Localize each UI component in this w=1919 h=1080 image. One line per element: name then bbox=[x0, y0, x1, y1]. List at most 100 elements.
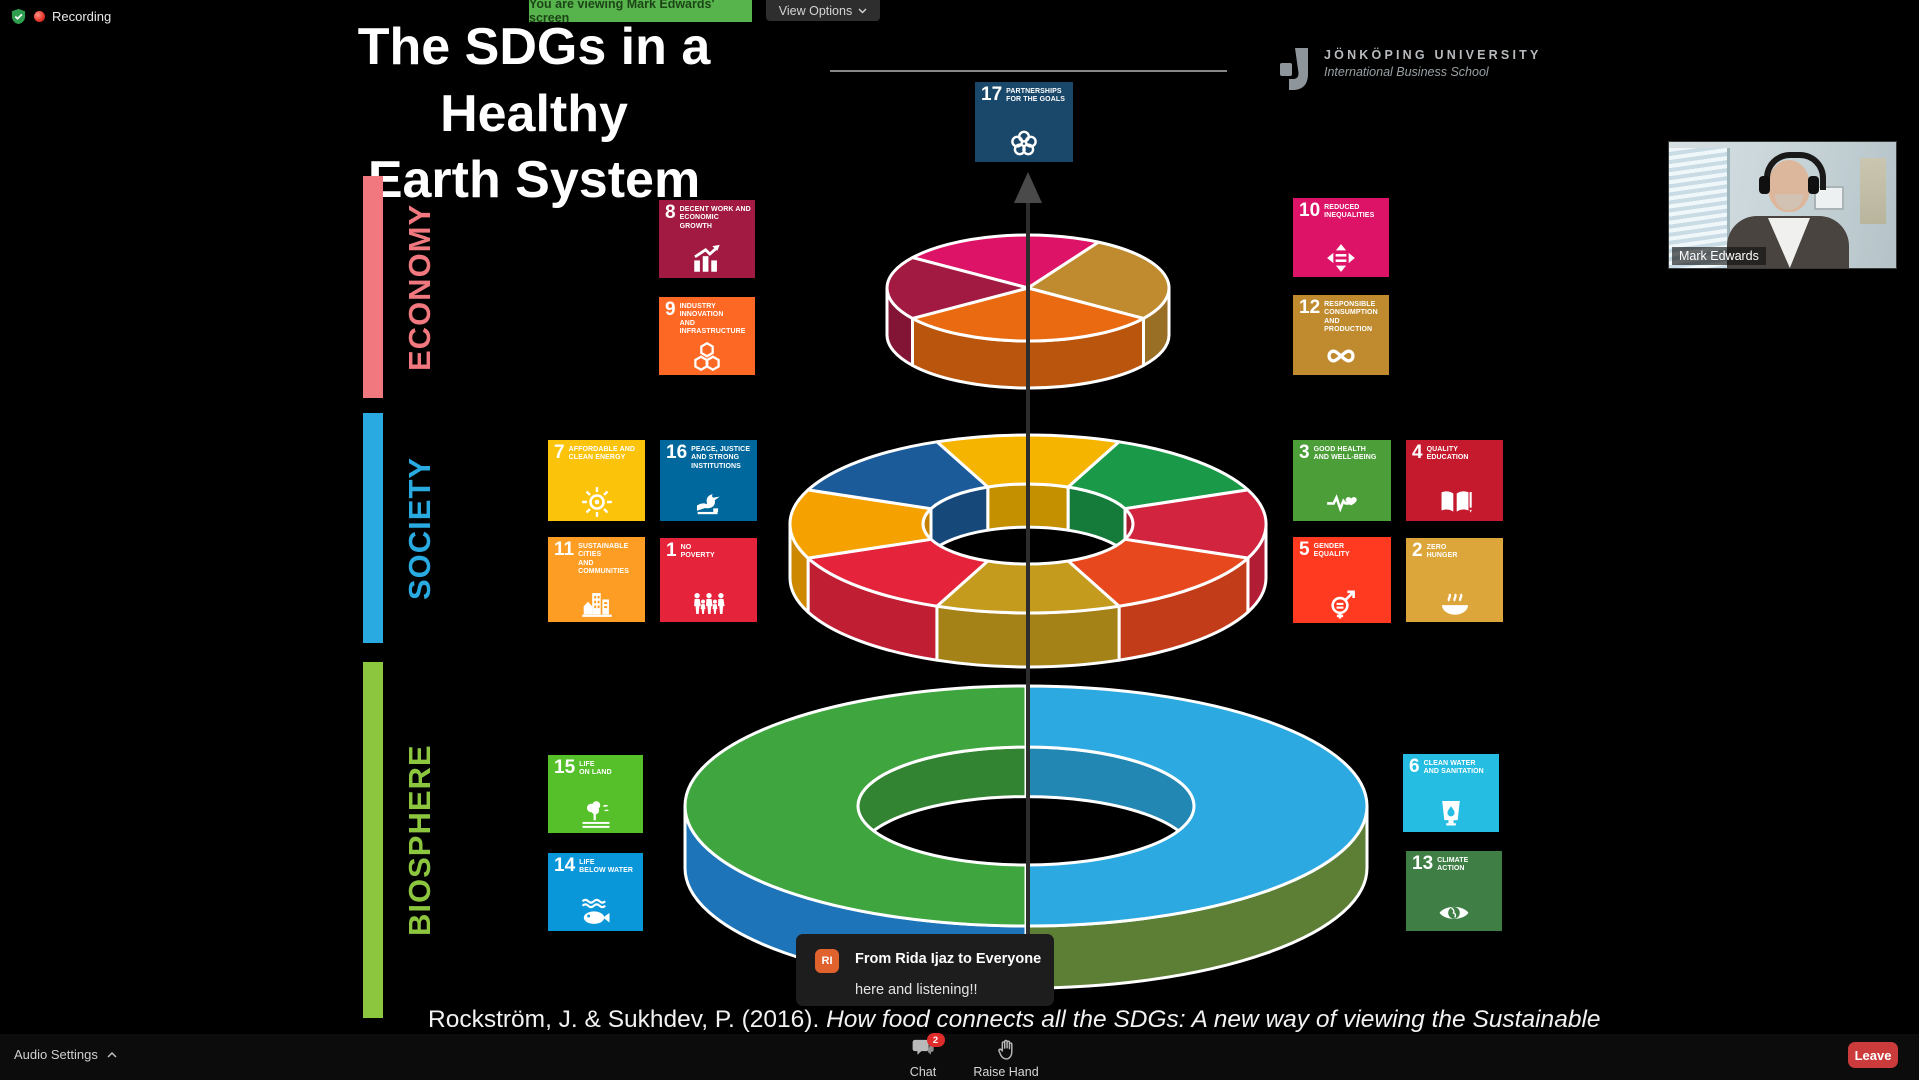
sdg-tile-12: 12 RESPONSIBLE CONSUMPTION AND PRODUCTION bbox=[1293, 295, 1389, 375]
biosphere-top-green bbox=[683, 684, 1028, 928]
slide-title-line1: The SDGs in a Healthy bbox=[357, 18, 711, 143]
city-icon bbox=[548, 586, 645, 620]
society-inner-wall-blue bbox=[929, 485, 990, 554]
biosphere-inner-wall-green bbox=[856, 745, 1028, 858]
participant-video-thumbnail[interactable]: Mark Edwards bbox=[1668, 141, 1897, 269]
sdg-tile-title: SUSTAINABLE CITIES AND COMMUNITIES bbox=[578, 543, 629, 575]
sdg-tile-6: 6 CLEAN WATER AND SANITATION bbox=[1403, 754, 1499, 832]
equality-arrows-icon bbox=[1293, 241, 1389, 275]
sdg-tile-5: 5 GENDER EQUALITY bbox=[1293, 537, 1391, 623]
sdg-tile-number: 11 bbox=[554, 539, 575, 560]
society-side-red bbox=[806, 556, 939, 662]
sdg-tile-title: LIFE BELOW WATER bbox=[579, 859, 633, 875]
sdg-tile-number: 7 bbox=[554, 442, 565, 463]
university-logo: JÖNKÖPING UNIVERSITY International Busin… bbox=[1280, 48, 1542, 92]
sun-icon bbox=[548, 485, 645, 519]
university-school: International Business School bbox=[1324, 65, 1489, 79]
sdg-tile-number: 9 bbox=[665, 299, 676, 320]
chat-message: here and listening!! bbox=[855, 982, 978, 998]
raise-hand-button[interactable]: Raise Hand bbox=[966, 1036, 1046, 1079]
security-shield-icon bbox=[11, 8, 26, 25]
sdg-tile-number: 14 bbox=[554, 855, 576, 876]
society-inner-wall-amber bbox=[921, 507, 933, 569]
chat-label: Chat bbox=[909, 1065, 937, 1079]
society-inner-wall-yellow bbox=[986, 482, 1070, 532]
society-top-green bbox=[1066, 440, 1250, 511]
ekg-heart-icon bbox=[1293, 485, 1391, 519]
sdg-tile-title: PEACE, JUSTICE AND STRONG INSTITUTIONS bbox=[691, 446, 751, 470]
sdg-tile-title: NO POVERTY bbox=[680, 544, 715, 560]
society-top-amber bbox=[788, 488, 933, 560]
sdg-tile-number: 16 bbox=[666, 442, 688, 463]
economy-top-maroon bbox=[885, 256, 1030, 320]
chat-button[interactable]: 2 Chat bbox=[883, 1033, 963, 1079]
cubes-icon bbox=[659, 339, 755, 373]
sdg-tile-title: AFFORDABLE AND CLEAN ENERGY bbox=[568, 446, 636, 462]
society-side-amber bbox=[788, 522, 810, 614]
sdg-tile-number: 3 bbox=[1299, 442, 1310, 463]
society-top-mustard bbox=[935, 559, 1121, 615]
raise-hand-label: Raise Hand bbox=[973, 1065, 1039, 1079]
water-glass-icon bbox=[1403, 796, 1499, 830]
background-shelf bbox=[1860, 158, 1886, 224]
raise-hand-icon bbox=[998, 1039, 1013, 1060]
economy-top-magenta bbox=[911, 233, 1100, 290]
sdg-tile-8: 8 DECENT WORK AND ECONOMIC GROWTH bbox=[659, 200, 755, 278]
university-name: JÖNKÖPING UNIVERSITY bbox=[1324, 48, 1542, 62]
fish-icon bbox=[548, 895, 643, 929]
chat-from-line: From Rida Ijaz to Everyone bbox=[855, 951, 1042, 967]
view-options-label: View Options bbox=[778, 3, 853, 18]
sdg-tile-16: 16 PEACE, JUSTICE AND STRONG INSTITUTIONS bbox=[660, 440, 757, 521]
wall-picture bbox=[1814, 186, 1844, 210]
meeting-toolbar: Audio Settings 2 Chat Raise Hand bbox=[0, 1033, 1919, 1080]
society-side-mustard bbox=[935, 604, 1121, 669]
society-top-orange-red bbox=[1066, 537, 1250, 608]
tree-icon bbox=[548, 797, 643, 831]
society-top-red bbox=[806, 537, 990, 608]
society-inner-wall-green bbox=[1066, 485, 1127, 554]
slide-title-line2: Earth System bbox=[367, 151, 701, 210]
recording-indicator: Recording bbox=[10, 8, 111, 25]
society-top-crimson bbox=[1123, 488, 1268, 560]
sdg-tile-2: 2 ZERO HUNGER bbox=[1406, 538, 1503, 622]
sdg-tile-13: 13 CLIMATE ACTION bbox=[1406, 851, 1502, 931]
audio-settings-button[interactable]: Audio Settings bbox=[14, 1047, 117, 1062]
economy-layer-label: ECONOMY bbox=[402, 203, 437, 371]
bowl-icon bbox=[1406, 586, 1503, 620]
sdg-tile-number: 12 bbox=[1299, 297, 1321, 318]
sdg-tile-number: 10 bbox=[1299, 200, 1321, 221]
axis-arrow-up-icon bbox=[1014, 172, 1042, 203]
society-side-orange-red bbox=[1117, 556, 1250, 662]
society-layer-bar bbox=[363, 413, 383, 643]
book-icon bbox=[1406, 485, 1503, 519]
sdg-tile-number: 15 bbox=[554, 757, 576, 778]
society-side-crimson bbox=[1246, 522, 1268, 614]
recording-label: Recording bbox=[52, 9, 112, 24]
sdg-tile-number: 8 bbox=[665, 202, 676, 223]
economy-side-ochre bbox=[1142, 286, 1171, 367]
sdg-tile-title: GOOD HEALTH AND WELL-BEING bbox=[1313, 446, 1377, 462]
sdg-tile-number: 13 bbox=[1412, 853, 1434, 874]
sdg-tile-title: QUALITY EDUCATION bbox=[1426, 446, 1469, 462]
sdg-tile-number: 2 bbox=[1412, 540, 1423, 561]
participant-name: Mark Edwards bbox=[1672, 247, 1766, 265]
slide-title: The SDGs in a Healthy Earth System bbox=[259, 14, 809, 214]
headphone-cup-left bbox=[1759, 176, 1770, 194]
chat-notification-popup[interactable]: RI From Rida Ijaz to Everyone here and l… bbox=[796, 934, 1054, 1006]
sdg-tile-title: ZERO HUNGER bbox=[1426, 544, 1458, 560]
economy-side-maroon bbox=[885, 286, 914, 367]
society-layer-label: SOCIETY bbox=[402, 456, 437, 600]
biosphere-layer-label: BIOSPHERE bbox=[402, 744, 437, 936]
society-inner-wall-crimson bbox=[1123, 507, 1135, 569]
citation-title: How food connects all the SDGs: A new wa… bbox=[826, 1006, 1601, 1033]
view-options-button[interactable]: View Options bbox=[766, 0, 880, 21]
leave-button[interactable]: Leave bbox=[1848, 1042, 1898, 1068]
sdg-tile-3: 3 GOOD HEALTH AND WELL-BEING bbox=[1293, 440, 1391, 521]
society-top-yellow bbox=[935, 433, 1121, 489]
recording-dot-icon bbox=[34, 11, 45, 22]
sdg-tile-11: 11 SUSTAINABLE CITIES AND COMMUNITIES bbox=[548, 537, 645, 622]
partnership-flower-icon bbox=[975, 126, 1073, 160]
sdg-tile-number: 4 bbox=[1412, 442, 1423, 463]
biosphere-top-blue bbox=[1024, 684, 1369, 928]
